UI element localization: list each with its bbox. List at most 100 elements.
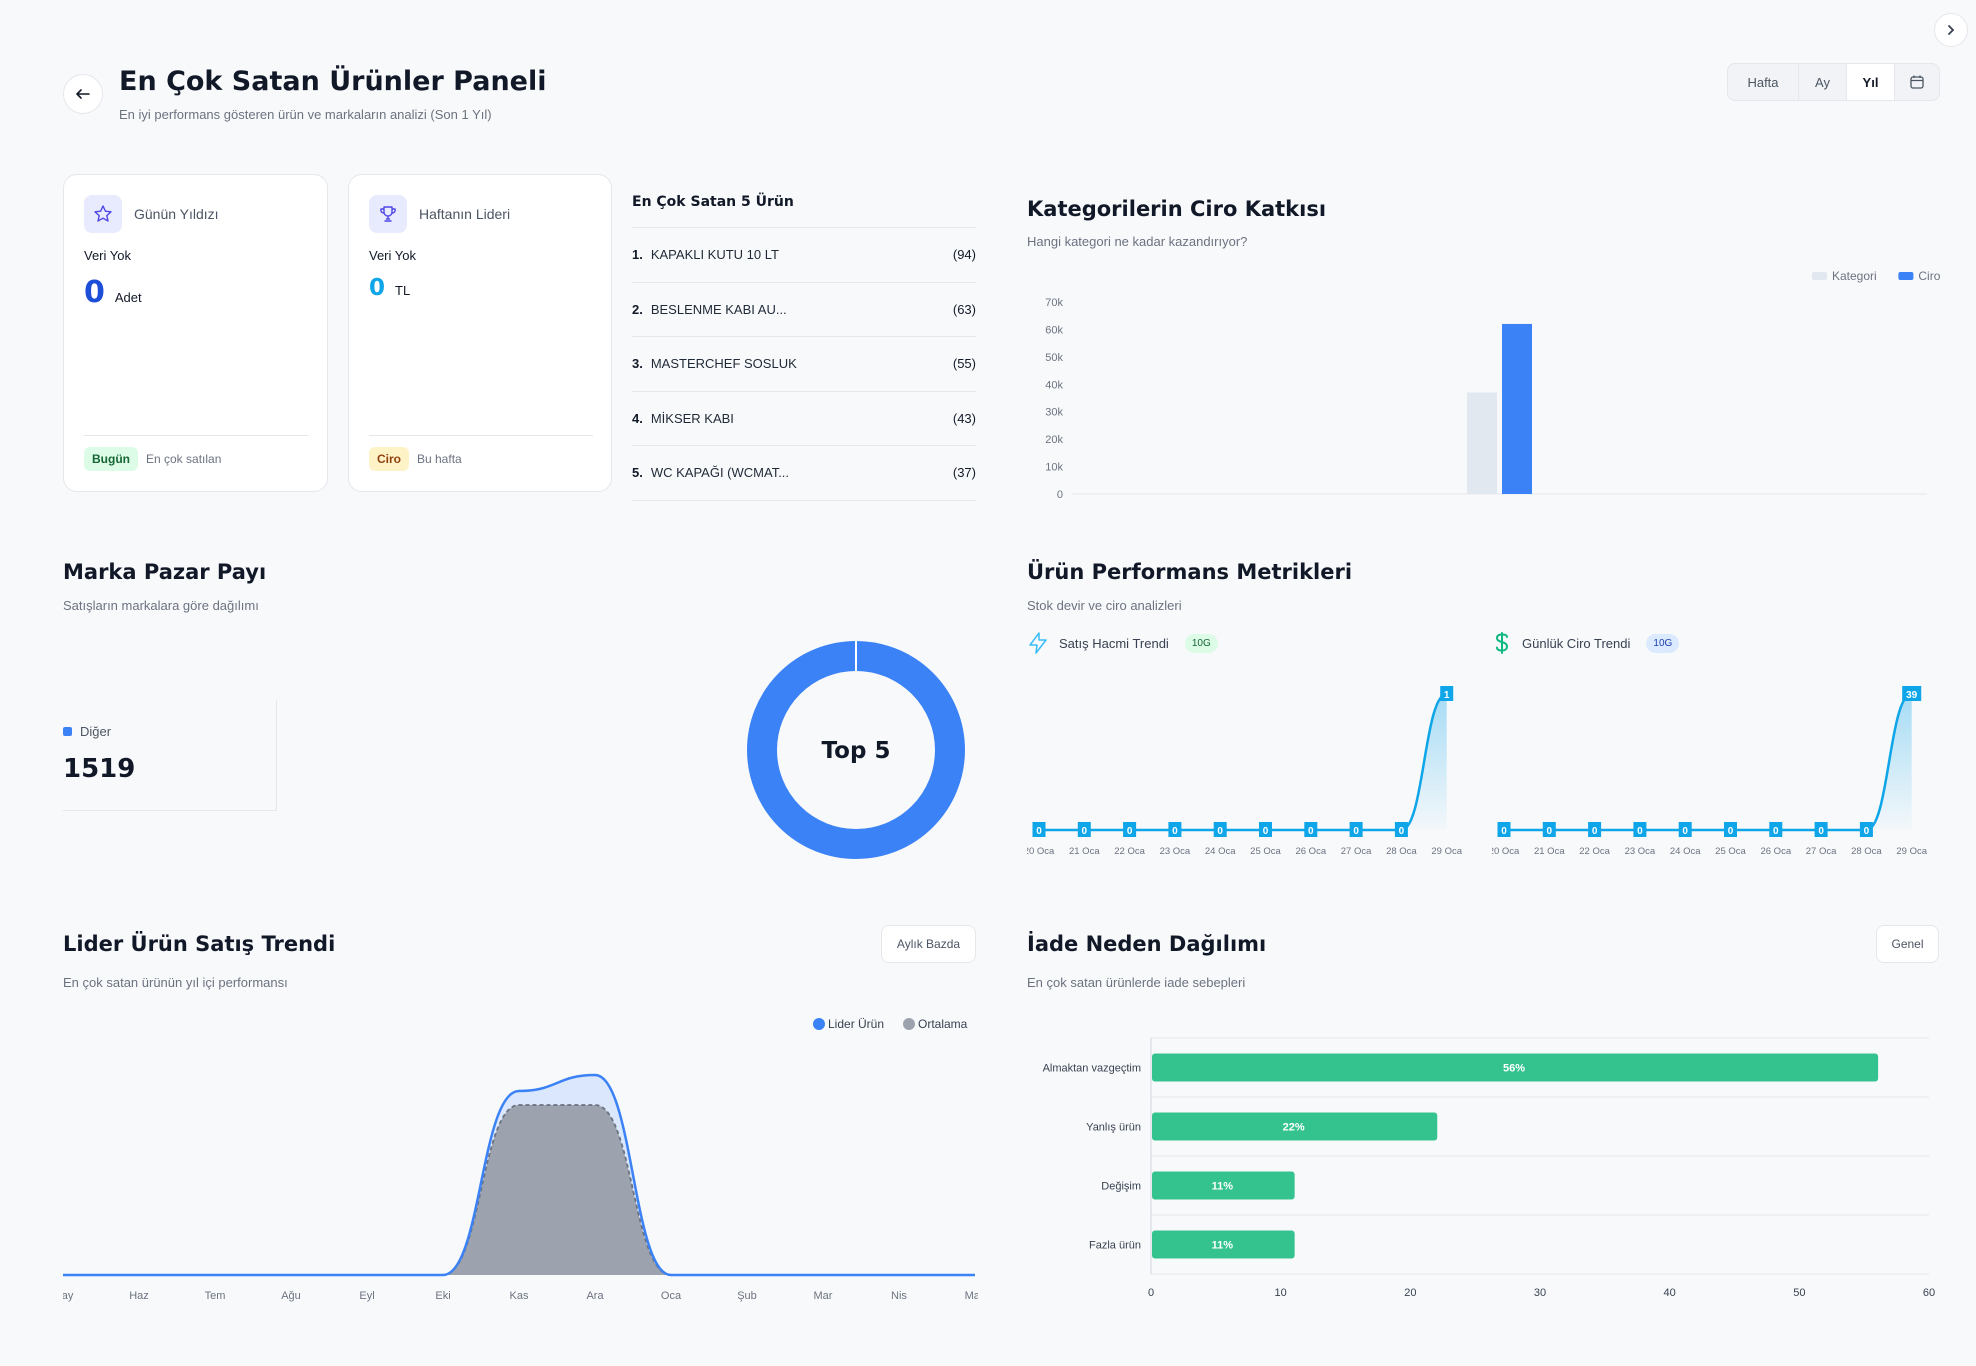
x-tick-label: 25 Oca <box>1715 846 1746 857</box>
y-tick-label: 60k <box>1045 324 1063 336</box>
daily-revenue-chart: 0 20 Oca 0 21 Oca 0 22 Oca 0 23 Oca 0 24 Oca 0 25 O… <box>1492 686 1928 857</box>
x-tick-label: Nis <box>891 1290 907 1302</box>
y-tick-label: 10k <box>1045 462 1063 474</box>
period-tab-2[interactable]: Yıl <box>1846 64 1894 100</box>
legend-swatch <box>1812 272 1827 280</box>
value-row: 0 TL <box>369 275 410 301</box>
period-tab-1[interactable]: Ay <box>1798 64 1846 100</box>
brand-donut-chart: Top 5 <box>747 639 965 859</box>
top5-list-item[interactable]: 3. MASTERCHEF SOSLUK (55) <box>632 337 976 392</box>
data-label-box <box>1769 822 1783 837</box>
value-row: 0 Adet <box>84 275 142 310</box>
monthly-basis-button[interactable]: Aylık Bazda <box>881 925 976 963</box>
data-label-box <box>1542 822 1556 837</box>
data-label: 0 <box>1682 826 1688 837</box>
page-subtitle: En iyi performans gösteren ürün ve marka… <box>119 107 492 122</box>
top5-list-item[interactable]: 1. KAPAKLI KUTU 10 LT (94) <box>632 228 976 283</box>
volume-header: Satış Hacmi Trendi 10G <box>1027 631 1218 655</box>
brand-title: Marka Pazar Payı <box>63 560 267 584</box>
bar-value-label: 11% <box>1212 1181 1234 1193</box>
top5-rank: 5. <box>632 465 643 481</box>
top5-list: 1. KAPAKLI KUTU 10 LT (94) 2. BESLENME KABI … <box>632 228 976 501</box>
status-badge: Ciro <box>369 447 409 471</box>
x-tick-label: 24 Oca <box>1670 846 1701 857</box>
data-label-box <box>1168 822 1182 837</box>
data-label: 0 <box>1353 826 1359 837</box>
x-tick-label: 26 Oca <box>1295 846 1326 857</box>
star-unit: Adet <box>114 290 142 305</box>
data-label-box <box>1077 822 1091 837</box>
legend-dot <box>903 1018 915 1030</box>
x-tick-label: 26 Oca <box>1760 846 1791 857</box>
x-tick-label: 10 <box>1275 1287 1287 1299</box>
data-label: 0 <box>1501 826 1507 837</box>
top5-item-name-wrap: 5. WC KAPAĞI (WCMAT... <box>632 465 789 480</box>
data-label: 0 <box>1263 826 1269 837</box>
top5-list-item[interactable]: 2. BESLENME KABI AU... (63) <box>632 283 976 337</box>
leader-value: 0 <box>369 275 386 301</box>
bar <box>1152 1230 1295 1259</box>
series-area-ortalama <box>63 1105 975 1275</box>
category-subtitle: Hangi kategori ne kadar kazandırıyor? <box>1027 234 1248 249</box>
y-tick-label: 70k <box>1045 297 1063 309</box>
top5-rank: 4. <box>632 410 643 426</box>
data-label: 0 <box>1547 826 1553 837</box>
y-tick-label: 20k <box>1045 434 1063 446</box>
top5-item-name-wrap: 3. MASTERCHEF SOSLUK <box>632 356 797 371</box>
collapse-sidebar-button[interactable] <box>1934 13 1968 47</box>
top5-name: KAPAKLI KUTU 10 LT <box>650 247 779 263</box>
metrics-subtitle: Stok devir ve ciro analizleri <box>1027 598 1182 613</box>
top5-item-name-wrap: 1. KAPAKLI KUTU 10 LT <box>632 247 779 262</box>
x-tick-label: 28 Oca <box>1386 846 1417 857</box>
revenue-badge: 10G <box>1646 633 1680 653</box>
top5-list-item[interactable]: 5. WC KAPAĞI (WCMAT... (37) <box>632 446 976 501</box>
bar <box>1152 1053 1879 1082</box>
top5-name: WC KAPAĞI (WCMAT... <box>650 465 790 481</box>
x-tick-label: Tem <box>205 1290 226 1302</box>
x-tick-label: 23 Oca <box>1625 846 1656 857</box>
category-title: Kategorilerin Ciro Katkısı <box>1027 197 1327 221</box>
trophy-icon-box <box>369 195 407 233</box>
data-label: 0 <box>1728 826 1734 837</box>
data-label-box <box>1304 822 1318 837</box>
lightning-icon <box>1029 632 1047 654</box>
data-label-box <box>1814 822 1828 837</box>
period-tab-0[interactable]: Hafta <box>1747 74 1779 90</box>
trend-subtitle: En çok satan ürünün yıl içi performansı <box>63 975 288 990</box>
category-label: Değişim <box>1101 1181 1141 1193</box>
x-tick-label: 25 Oca <box>1250 846 1281 857</box>
x-tick-label: 27 Oca <box>1341 846 1372 857</box>
data-label: 0 <box>1399 826 1405 837</box>
legend-dot <box>813 1018 825 1030</box>
x-tick-label: Ağu <box>281 1290 301 1302</box>
calendar-button[interactable] <box>1894 64 1939 100</box>
top5-list-item[interactable]: 4. MİKSER KABI (43) <box>632 392 976 446</box>
x-tick-label: 23 Oca <box>1160 846 1191 857</box>
donut-center-label: Top 5 <box>822 738 891 764</box>
top5-rank: 1. <box>632 247 643 263</box>
trend-title: Lider Ürün Satış Trendi <box>63 932 336 956</box>
x-tick-label: 28 Oca <box>1851 846 1882 857</box>
data-label-box <box>1440 686 1454 701</box>
star-value: 0 <box>84 275 105 310</box>
data-label-box <box>1032 822 1046 837</box>
data-label: 0 <box>1082 826 1088 837</box>
legend-label: Diğer <box>80 724 112 739</box>
general-button[interactable]: Genel <box>1876 925 1939 963</box>
returns-title: İade Neden Dağılımı <box>1027 932 1267 956</box>
x-tick-label: Ara <box>586 1290 604 1302</box>
data-label: 0 <box>1592 826 1598 837</box>
data-label-box <box>1633 822 1647 837</box>
data-label-box <box>1588 822 1602 837</box>
footer-note: Bu hafta <box>417 452 462 466</box>
back-button[interactable] <box>63 74 103 114</box>
data-label-box <box>1724 822 1737 837</box>
footer-note: En çok satılan <box>146 452 222 466</box>
weekly-leader-card: Haftanın Lideri Veri Yok 0 TL Ciro Bu ha… <box>348 174 612 492</box>
legend-label: Ortalama <box>918 1017 968 1031</box>
top5-item-name-wrap: 4. MİKSER KABI <box>632 411 734 426</box>
trend-area <box>1504 694 1912 830</box>
x-tick-label: 21 Oca <box>1069 846 1100 857</box>
data-label: 0 <box>1864 826 1870 837</box>
x-tick-label: 20 <box>1404 1287 1416 1299</box>
